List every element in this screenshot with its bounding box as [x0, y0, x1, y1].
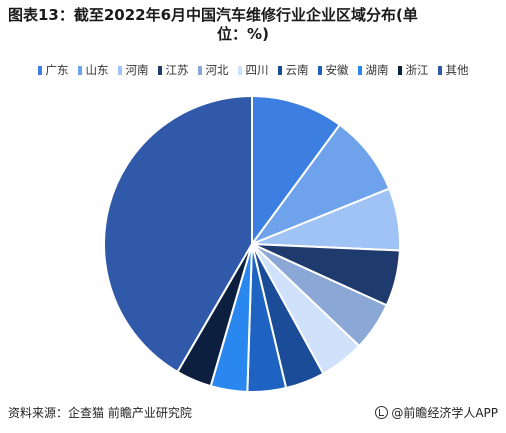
- legend-item: 河南: [117, 62, 149, 78]
- legend-swatch: [317, 65, 322, 75]
- legend-item: 江苏: [157, 62, 189, 78]
- legend-item: 安徽: [317, 62, 349, 78]
- source-note: 资料来源：企查猫 前瞻产业研究院: [8, 406, 192, 420]
- legend-item: 河北: [197, 62, 229, 78]
- legend-item: 湖南: [357, 62, 389, 78]
- legend-label: 其他: [445, 63, 469, 77]
- legend-label: 江苏: [165, 63, 189, 77]
- legend-swatch: [357, 65, 362, 75]
- pie-slice-广东: [251, 94, 342, 248]
- legend-label: 山东: [85, 63, 109, 77]
- legend-label: 广东: [45, 63, 69, 77]
- chart-footer: 资料来源：企查猫 前瞻产业研究院 @前瞻经济学人APP: [8, 404, 498, 421]
- chart-legend: 广东 山东 河南 江苏 河北 四川 云南 安徽 湖南 浙江 其他: [0, 62, 506, 78]
- legend-swatch: [277, 65, 282, 75]
- legend-swatch: [117, 65, 122, 75]
- legend-item: 云南: [277, 62, 309, 78]
- brand-logo-icon: [375, 406, 389, 419]
- legend-swatch: [77, 65, 82, 75]
- legend-swatch: [37, 65, 42, 75]
- chart-title-line1: 图表13：截至2022年6月中国汽车维修行业企业区域分布(单: [8, 6, 418, 24]
- legend-swatch: [237, 65, 242, 75]
- legend-item: 其他: [437, 62, 469, 78]
- legend-label: 湖南: [365, 63, 389, 77]
- chart-title-line2: 位：%): [217, 25, 269, 43]
- legend-label: 云南: [285, 63, 309, 77]
- legend-label: 四川: [245, 63, 269, 77]
- pie-slice-其他: [103, 94, 253, 374]
- brand-credit: @前瞻经济学人APP: [375, 404, 498, 421]
- legend-label: 河北: [205, 63, 229, 77]
- legend-item: 广东: [37, 62, 69, 78]
- chart-title: 图表13：截至2022年6月中国汽车维修行业企业区域分布(单 位：%): [8, 6, 498, 44]
- legend-label: 安徽: [325, 63, 349, 77]
- legend-item: 山东: [77, 62, 109, 78]
- pie-slice-山东: [249, 123, 391, 247]
- legend-swatch: [437, 65, 442, 75]
- legend-swatch: [157, 65, 162, 75]
- legend-label: 浙江: [405, 63, 429, 77]
- legend-label: 河南: [125, 63, 149, 77]
- legend-swatch: [197, 65, 202, 75]
- legend-swatch: [397, 65, 402, 75]
- legend-item: 浙江: [397, 62, 429, 78]
- brand-text: @前瞻经济学人APP: [391, 406, 498, 420]
- legend-item: 四川: [237, 62, 269, 78]
